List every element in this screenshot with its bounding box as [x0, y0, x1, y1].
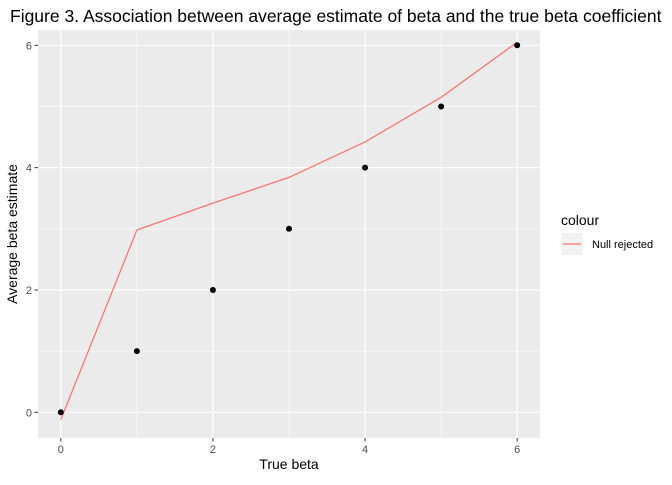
- y-tick-label: 0: [26, 407, 32, 419]
- legend-entry-label: Null rejected: [592, 239, 653, 251]
- y-tick-label: 6: [26, 40, 32, 52]
- legend-title: colour: [561, 212, 599, 228]
- x-tick-label: 0: [58, 444, 64, 456]
- y-tick-label: 2: [26, 285, 32, 297]
- data-point: [134, 348, 140, 354]
- y-axis-label: Average beta estimate: [4, 164, 20, 304]
- data-point: [58, 409, 64, 415]
- data-point: [362, 165, 368, 171]
- y-axis: 0 2 4 6: [26, 40, 38, 419]
- x-tick-label: 6: [514, 444, 520, 456]
- y-tick-label: 4: [26, 163, 32, 175]
- x-tick-label: 2: [210, 444, 216, 456]
- data-point: [438, 103, 444, 109]
- legend: colour Null rejected: [561, 212, 653, 255]
- x-axis-label: True beta: [259, 456, 319, 472]
- x-axis: 0 2 4 6: [58, 438, 520, 456]
- data-point: [514, 42, 520, 48]
- chart-title: Figure 3. Association between average es…: [10, 6, 662, 26]
- data-point: [286, 226, 292, 232]
- x-tick-label: 4: [362, 444, 368, 456]
- data-point: [210, 287, 216, 293]
- legend-entries: Null rejected: [561, 233, 653, 255]
